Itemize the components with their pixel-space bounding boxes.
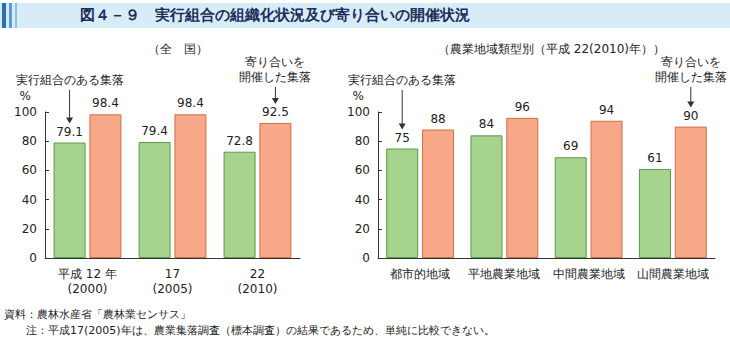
svg-text:平成 12 年: 平成 12 年 bbox=[58, 267, 117, 281]
svg-text:72.8: 72.8 bbox=[226, 134, 253, 148]
svg-text:平地農業地域: 平地農業地域 bbox=[468, 267, 540, 281]
svg-text:40: 40 bbox=[22, 193, 37, 207]
svg-text:寄り合いを: 寄り合いを bbox=[661, 55, 721, 69]
svg-text:（農業地域類型別（平成 22(2010)年））: （農業地域類型別（平成 22(2010)年）） bbox=[438, 42, 665, 56]
svg-text:(2010): (2010) bbox=[238, 282, 278, 296]
svg-text:98.4: 98.4 bbox=[92, 96, 119, 110]
svg-text:61: 61 bbox=[647, 151, 662, 165]
svg-text:100: 100 bbox=[14, 105, 37, 119]
svg-text:実行組合のある集落: 実行組合のある集落 bbox=[16, 73, 124, 87]
svg-text:山間農業地域: 山間農業地域 bbox=[637, 267, 709, 281]
svg-text:94: 94 bbox=[599, 103, 614, 117]
svg-text:84: 84 bbox=[479, 117, 494, 131]
svg-text:0: 0 bbox=[362, 251, 370, 265]
svg-text:(2005): (2005) bbox=[153, 282, 193, 296]
svg-text:0: 0 bbox=[29, 251, 37, 265]
svg-text:%: % bbox=[353, 89, 364, 103]
svg-text:60: 60 bbox=[355, 163, 370, 177]
svg-text:17: 17 bbox=[165, 267, 180, 281]
svg-text:開催した集落: 開催した集落 bbox=[655, 70, 727, 84]
svg-text:100: 100 bbox=[347, 105, 370, 119]
svg-text:79.4: 79.4 bbox=[141, 124, 168, 138]
svg-text:80: 80 bbox=[355, 134, 370, 148]
svg-text:中間農業地域: 中間農業地域 bbox=[553, 267, 625, 281]
svg-text:80: 80 bbox=[22, 134, 37, 148]
svg-text:%: % bbox=[20, 89, 31, 103]
svg-text:75: 75 bbox=[395, 131, 410, 145]
svg-text:実行組合のある集落: 実行組合のある集落 bbox=[348, 73, 456, 87]
svg-text:（全 国）: （全 国） bbox=[148, 42, 208, 56]
html-text:資料：農林水産省「農林業センサス」: 資料：農林水産省「農林業センサス」 bbox=[4, 308, 191, 321]
html-text:図４－９ 実行組合の組織化状況及び寄り合いの開催状況: 図４－９ 実行組合の組織化状況及び寄り合いの開催状況 bbox=[80, 6, 470, 24]
svg-text:92.5: 92.5 bbox=[262, 105, 289, 119]
svg-text:90: 90 bbox=[683, 109, 698, 123]
svg-text:寄り合いを: 寄り合いを bbox=[245, 55, 305, 69]
svg-text:開催した集落: 開催した集落 bbox=[239, 70, 311, 84]
svg-text:20: 20 bbox=[355, 222, 370, 236]
svg-text:88: 88 bbox=[430, 112, 445, 126]
svg-text:20: 20 bbox=[22, 222, 37, 236]
svg-text:22: 22 bbox=[250, 267, 265, 281]
html-text:注：平成17(2005)年は、農業集落調査（標本調査）の結果: 注：平成17(2005)年は、農業集落調査（標本調査）の結果であるため、単純に比… bbox=[26, 324, 495, 337]
svg-text:98.4: 98.4 bbox=[177, 96, 204, 110]
svg-text:69: 69 bbox=[563, 139, 578, 153]
svg-text:96: 96 bbox=[515, 100, 530, 114]
svg-text:(2000): (2000) bbox=[68, 282, 108, 296]
svg-text:都市的地域: 都市的地域 bbox=[390, 267, 450, 281]
svg-text:60: 60 bbox=[22, 163, 37, 177]
svg-text:79.1: 79.1 bbox=[56, 125, 83, 139]
svg-text:40: 40 bbox=[355, 193, 370, 207]
